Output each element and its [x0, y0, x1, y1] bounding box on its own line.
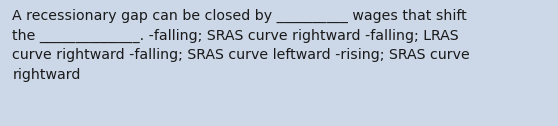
Text: A recessionary gap can be closed by __________ wages that shift
the ____________: A recessionary gap can be closed by ____…: [12, 9, 470, 82]
